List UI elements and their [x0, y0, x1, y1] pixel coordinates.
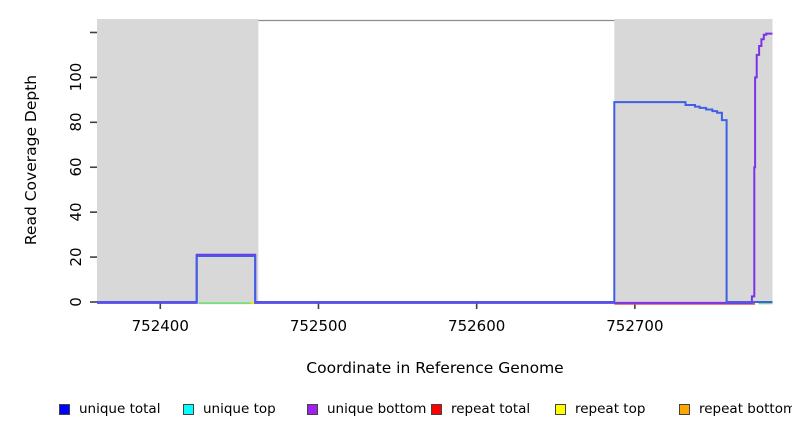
legend-label: repeat bottom: [699, 401, 792, 417]
legend-item-repeat-bottom: repeat bottom: [679, 400, 792, 418]
legend-swatch-unique-top: [183, 403, 194, 415]
legend-label: unique bottom: [327, 401, 427, 417]
legend-label: unique total: [79, 401, 161, 417]
legend-label: unique top: [203, 401, 276, 417]
repeat-region-shading-0: [97, 19, 259, 302]
legend: unique total unique top unique bottom repea…: [0, 400, 792, 422]
legend-item-repeat-top: repeat top: [555, 400, 645, 418]
legend-swatch-repeat-top: [555, 403, 566, 415]
legend-label: repeat total: [451, 401, 531, 417]
legend-swatch-unique-total: [59, 403, 70, 415]
legend-item-unique-total: unique total: [59, 400, 160, 418]
series-unique-total: [97, 101, 773, 303]
legend-item-unique-bottom: unique bottom: [307, 400, 426, 418]
legend-swatch-repeat-bottom: [679, 403, 690, 415]
legend-label: repeat top: [575, 401, 646, 417]
legend-item-unique-top: unique top: [183, 400, 276, 418]
legend-swatch-repeat-total: [431, 403, 442, 415]
repeat-region-shading-1: [614, 19, 773, 302]
legend-swatch-unique-bottom: [307, 403, 318, 415]
legend-item-repeat-total: repeat total: [431, 400, 530, 418]
